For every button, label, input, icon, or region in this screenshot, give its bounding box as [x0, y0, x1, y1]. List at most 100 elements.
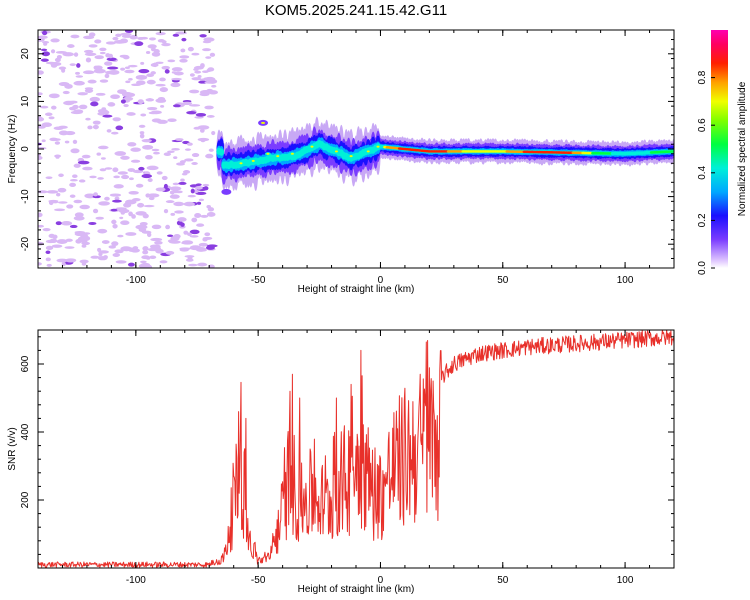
spectrogram-noise-blob: [189, 245, 202, 251]
spectrogram-noise-blob: [196, 201, 202, 205]
spectrogram-noise-blob: [183, 230, 189, 235]
spectrogram-noise-blob: [69, 63, 76, 67]
spectrogram-noise-blob: [40, 48, 48, 52]
spectrogram-noise-blob: [112, 167, 119, 173]
spectrogram-noise-blob: [147, 44, 157, 49]
spectrogram-noise-blob: [146, 165, 159, 171]
spectrogram-noise-blob: [84, 52, 97, 56]
spectrogram-noise-blob: [171, 189, 180, 194]
spectrogram-noise-blob: [194, 70, 202, 74]
spectrogram-noise-blob: [202, 237, 208, 242]
spectrogram-ytick-label: -20: [20, 237, 31, 252]
spectrogram-noise-blob: [108, 245, 117, 249]
spectrogram-noise-blob: [205, 56, 212, 59]
spectrogram-hotspot-core: [239, 162, 243, 165]
spectrogram-noise-blob: [100, 157, 106, 160]
spectrogram-noise-blob: [145, 98, 155, 102]
spectrogram-noise-blob: [38, 35, 48, 39]
spectrogram-noise-blob: [191, 52, 200, 56]
spectrogram-xlabel: Height of straight line (km): [298, 284, 415, 295]
spectrogram-noise-blob: [48, 93, 60, 99]
spectrogram-noise-blob: [56, 258, 68, 263]
spectrogram-noise-blob: [120, 99, 126, 104]
spectrogram-noise-blob: [179, 58, 188, 63]
spectrogram-noise-blob: [127, 142, 137, 147]
spectrogram-noise-blob: [69, 194, 76, 198]
spectrogram-noise-blob: [157, 96, 166, 101]
spectrogram-noise-blob: [121, 174, 130, 180]
spectrogram-noise-blob: [41, 51, 50, 57]
spectrogram-noise-blob: [155, 83, 166, 87]
spectrogram-noise-blob: [92, 124, 99, 130]
spectrogram-noise-blob: [104, 73, 110, 79]
spectrogram-noise-blob: [56, 192, 61, 197]
spectrogram-noise-blob: [99, 47, 107, 52]
spectrogram-noise-blob: [129, 34, 138, 40]
spectrogram-noise-blob: [55, 221, 62, 226]
spectrogram-noise-blob: [111, 219, 117, 225]
spectrogram-noise-blob: [195, 191, 207, 196]
spectrogram-noise-blob: [141, 174, 152, 179]
spectrogram-noise-blob: [123, 96, 134, 101]
spectrogram-noise-blob: [64, 83, 73, 89]
spectrogram-noise-blob: [58, 66, 67, 70]
spectrogram-noise-blob: [191, 162, 198, 165]
spectrogram-noise-blob: [60, 221, 73, 226]
spectrogram-noise-blob: [78, 179, 86, 183]
spectrogram-noise-blob: [113, 175, 121, 179]
spectrogram-noise-blob: [156, 119, 168, 124]
spectrogram-noise-blob: [150, 63, 159, 67]
spectrogram-noise-blob: [99, 168, 107, 172]
spectrogram-noise-blob: [46, 263, 52, 267]
spectrogram-noise-blob: [171, 77, 182, 81]
spectrogram-hotspot-core: [334, 150, 338, 153]
spectrogram-noise-blob: [126, 112, 136, 116]
spectrogram-noise-blob: [202, 77, 213, 81]
spectrogram-noise-blob: [161, 42, 171, 47]
spectrogram-xtick-label: 0: [378, 275, 384, 286]
spectrogram-noise-blob: [187, 194, 196, 198]
spectrogram-noise-blob: [189, 104, 201, 107]
spectrogram-noise-blob: [112, 117, 121, 122]
spectrogram-noise-blob: [198, 198, 205, 202]
spectrogram-noise-blob: [189, 235, 199, 238]
spectrogram-noise-blob: [45, 250, 51, 255]
snr-xlabel: Height of straight line (km): [298, 584, 415, 595]
spectrogram-noise-blob: [64, 140, 70, 144]
spectrogram-noise-blob: [88, 221, 97, 225]
spectrogram-xtick-label: 100: [617, 275, 634, 286]
spectrogram-noise-blob: [57, 125, 68, 129]
spectrogram-noise-blob: [58, 130, 69, 136]
spectrogram-noise-blob: [55, 50, 68, 54]
spectrogram-noise-blob: [48, 116, 55, 120]
spectrogram-noise-blob: [167, 59, 176, 63]
snr-ytick-label: 600: [20, 355, 31, 372]
spectrogram-noise-blob: [65, 258, 77, 263]
spectrogram-noise-blob: [58, 173, 64, 178]
spectrogram-noise-blob: [172, 104, 181, 108]
spectrogram-noise-blob: [125, 232, 137, 236]
spectrogram-noise-blob: [111, 241, 119, 247]
spectrogram-noise-blob: [148, 111, 159, 115]
spectrogram-noise-blob: [38, 262, 42, 266]
spectrogram-noise-blob: [75, 75, 84, 78]
spectrogram-noise-blob: [197, 262, 208, 267]
spectrogram-noise-blob: [85, 117, 91, 121]
spectrogram-noise-blob: [130, 147, 141, 152]
spectrogram-noise-blob: [62, 90, 70, 95]
spectrogram-noise-blob: [38, 92, 43, 96]
spectrogram-noise-blob: [73, 163, 81, 168]
chart-title: KOM5.2025.241.15.42.G11: [265, 2, 447, 19]
spectrogram-noise-blob: [184, 148, 191, 151]
spectrogram-noise-blob: [149, 244, 161, 249]
spectrogram-noise-blob: [44, 112, 53, 117]
spectrogram-noise-blob: [54, 141, 61, 145]
spectrogram-noise-blob: [117, 234, 124, 238]
spectrogram-noise-blob: [202, 183, 210, 187]
spectrogram-noise-blob: [167, 150, 175, 153]
spectrogram-ytick-label: 0: [20, 146, 31, 152]
spectrogram-noise-blob: [187, 256, 193, 260]
spectrogram-noise-blob: [108, 69, 120, 75]
spectrogram-noise-blob: [90, 101, 99, 107]
spectrogram-noise-blob: [69, 106, 77, 111]
